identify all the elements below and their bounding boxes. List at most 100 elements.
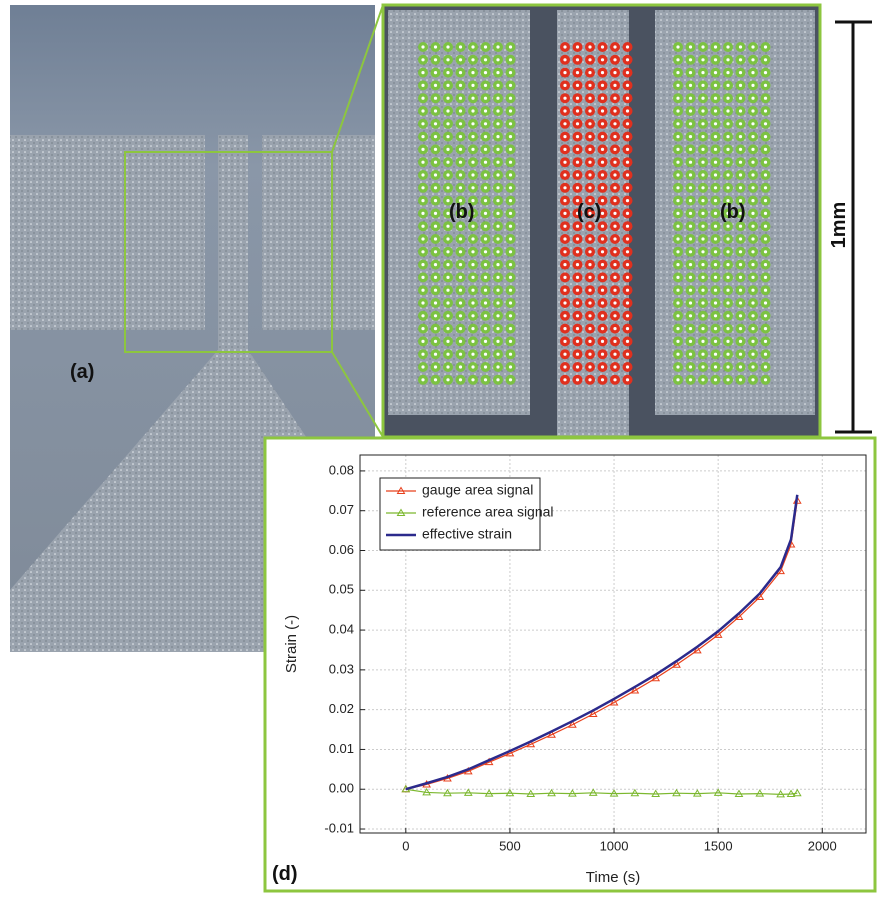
dic-point-center — [509, 71, 512, 74]
dic-point-center — [676, 314, 679, 317]
dic-point-center — [459, 109, 462, 112]
dic-point-center — [563, 378, 566, 381]
dic-point-center — [689, 148, 692, 151]
dic-point-center — [613, 301, 616, 304]
dic-point-center — [626, 161, 629, 164]
dic-point-center — [689, 327, 692, 330]
dic-point-center — [471, 237, 474, 240]
dic-point-center — [496, 186, 499, 189]
dic-point-center — [459, 340, 462, 343]
dic-point-center — [726, 135, 729, 138]
dic-point-center — [764, 365, 767, 368]
dic-point-center — [714, 109, 717, 112]
dic-point-center — [601, 276, 604, 279]
dic-point-center — [509, 327, 512, 330]
dic-point-center — [701, 340, 704, 343]
dic-point-center — [563, 45, 566, 48]
dic-point-center — [726, 340, 729, 343]
dic-point-center — [459, 45, 462, 48]
dic-point-center — [701, 135, 704, 138]
dic-point-center — [471, 263, 474, 266]
dic-point-center — [714, 173, 717, 176]
dic-point-center — [509, 289, 512, 292]
dic-point-center — [701, 71, 704, 74]
dic-point-center — [421, 161, 424, 164]
dic-point-center — [726, 250, 729, 253]
dic-point-center — [764, 135, 767, 138]
scale-label: 1mm — [828, 202, 850, 249]
dic-point-center — [588, 173, 591, 176]
dic-point-center — [434, 135, 437, 138]
dic-point-center — [496, 71, 499, 74]
dic-point-center — [576, 237, 579, 240]
dic-point-center — [484, 353, 487, 356]
dic-point-center — [701, 109, 704, 112]
dic-point-center — [676, 353, 679, 356]
y-tick-label: 0.07 — [329, 502, 354, 517]
dic-point-center — [588, 122, 591, 125]
dic-point-center — [626, 340, 629, 343]
dic-point-center — [509, 225, 512, 228]
dic-point-center — [764, 71, 767, 74]
dic-point-center — [471, 365, 474, 368]
dic-point-center — [509, 199, 512, 202]
dic-point-center — [726, 365, 729, 368]
x-tick-label: 500 — [499, 838, 521, 853]
dic-point-center — [496, 173, 499, 176]
dic-point-center — [509, 161, 512, 164]
dic-point-center — [421, 250, 424, 253]
dic-point-center — [714, 327, 717, 330]
dic-point-center — [751, 340, 754, 343]
dic-point-center — [601, 365, 604, 368]
dic-point-center — [764, 199, 767, 202]
dic-point-center — [434, 97, 437, 100]
dic-point-center — [751, 58, 754, 61]
dic-point-center — [484, 135, 487, 138]
dic-point-center — [484, 148, 487, 151]
dic-point-center — [764, 173, 767, 176]
dic-point-center — [626, 276, 629, 279]
dic-point-center — [563, 263, 566, 266]
dic-point-center — [751, 314, 754, 317]
dic-point-center — [676, 148, 679, 151]
dic-point-center — [714, 212, 717, 215]
dic-point-center — [626, 122, 629, 125]
y-tick-label: 0.01 — [329, 741, 354, 756]
dic-point-center — [689, 122, 692, 125]
dic-point-center — [601, 109, 604, 112]
dic-point-center — [751, 301, 754, 304]
dic-point-center — [484, 45, 487, 48]
dic-point-center — [484, 58, 487, 61]
dic-point-center — [459, 173, 462, 176]
dic-point-center — [563, 212, 566, 215]
dic-point-center — [484, 186, 487, 189]
dic-point-center — [613, 45, 616, 48]
dic-point-center — [471, 71, 474, 74]
dic-point-center — [714, 276, 717, 279]
dic-point-center — [509, 109, 512, 112]
dic-point-center — [434, 45, 437, 48]
dic-point-center — [601, 97, 604, 100]
dic-point-center — [689, 225, 692, 228]
dic-point-center — [613, 327, 616, 330]
dic-point-center — [701, 148, 704, 151]
dic-point-center — [434, 276, 437, 279]
dic-point-center — [726, 122, 729, 125]
dic-point-center — [714, 340, 717, 343]
dic-point-center — [689, 135, 692, 138]
dic-point-center — [764, 109, 767, 112]
dic-point-center — [421, 263, 424, 266]
dic-point-center — [446, 186, 449, 189]
dic-point-center — [509, 186, 512, 189]
dic-point-center — [739, 71, 742, 74]
dic-point-center — [588, 237, 591, 240]
dic-point-center — [484, 109, 487, 112]
dic-point-center — [726, 173, 729, 176]
dic-point-center — [689, 353, 692, 356]
dic-point-center — [459, 263, 462, 266]
dic-point-center — [613, 276, 616, 279]
dic-point-center — [496, 263, 499, 266]
dic-point-center — [726, 109, 729, 112]
dic-point-center — [434, 237, 437, 240]
dic-point-center — [509, 58, 512, 61]
